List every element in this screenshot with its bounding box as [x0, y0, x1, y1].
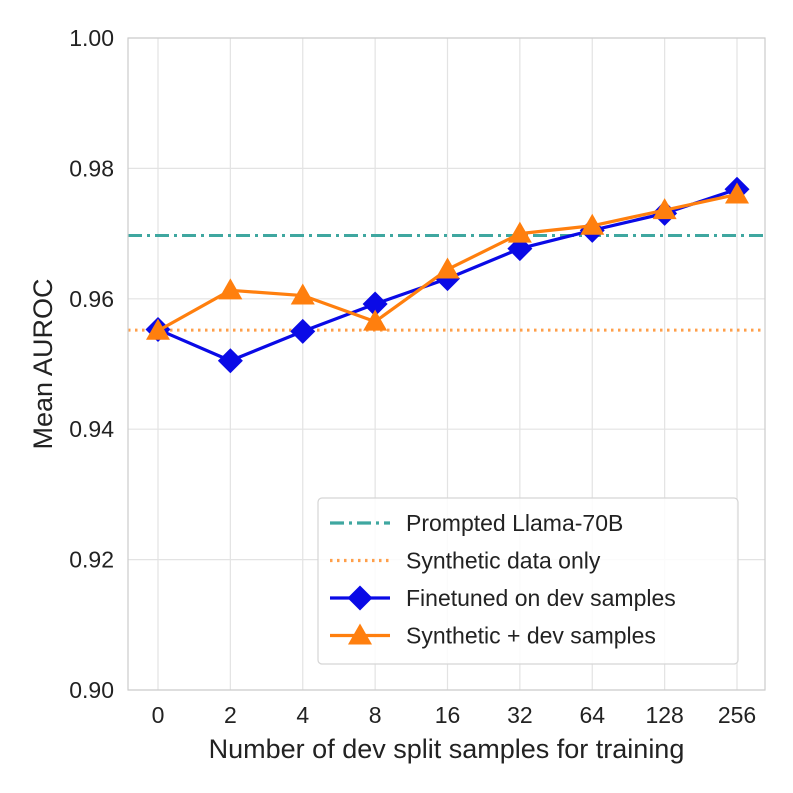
legend-marker	[348, 623, 372, 645]
y-tick-label: 1.00	[69, 25, 114, 51]
y-tick-label: 0.96	[69, 286, 114, 312]
legend-box	[317, 497, 739, 665]
legend-label: Prompted Llama-70B	[406, 510, 623, 536]
legend-label: Synthetic data only	[406, 548, 601, 574]
legend-label: Finetuned on dev samples	[406, 585, 676, 611]
y-tick-label: 0.92	[69, 547, 114, 573]
series-group	[146, 182, 749, 340]
y-tick-label: 0.98	[69, 155, 114, 181]
data-point	[363, 309, 388, 331]
data-point	[580, 213, 605, 235]
data-point	[290, 318, 316, 344]
x-tick-label: 256	[718, 702, 756, 728]
data-point	[146, 318, 170, 340]
legend: Prompted Llama-70B Synthetic data only Fin…	[317, 497, 739, 665]
y-axis-label: Mean AUROC	[28, 278, 58, 449]
data-point	[290, 283, 315, 305]
legend-marker	[347, 585, 373, 611]
x-tick-label: 8	[369, 702, 382, 728]
x-tick-label: 0	[152, 702, 165, 728]
x-tick-label: 4	[296, 702, 309, 728]
plot-frame	[127, 37, 766, 691]
legend-label: Synthetic + dev samples	[406, 623, 656, 649]
y-tick-label: 0.94	[69, 416, 114, 442]
x-tick-label: 16	[435, 702, 461, 728]
data-point	[218, 278, 243, 300]
data-series	[145, 176, 750, 374]
x-tick-label: 2	[224, 702, 237, 728]
data-point	[507, 221, 532, 243]
reference-lines	[128, 234, 765, 332]
data-point	[725, 182, 749, 204]
tick-labels: 0.90 0.92 0.94 0.96 0.98 1.00 0 2 4 8 16 32 64 128 256	[69, 25, 756, 728]
data-point	[362, 291, 388, 317]
data-point	[435, 257, 460, 279]
x-axis-label: Number of dev split samples for training	[209, 734, 685, 764]
data-point	[652, 198, 677, 220]
x-tick-label: 32	[507, 702, 533, 728]
x-tick-label: 128	[645, 702, 683, 728]
data-point	[217, 348, 243, 374]
y-tick-label: 0.90	[69, 677, 114, 703]
x-tick-label: 64	[579, 702, 605, 728]
